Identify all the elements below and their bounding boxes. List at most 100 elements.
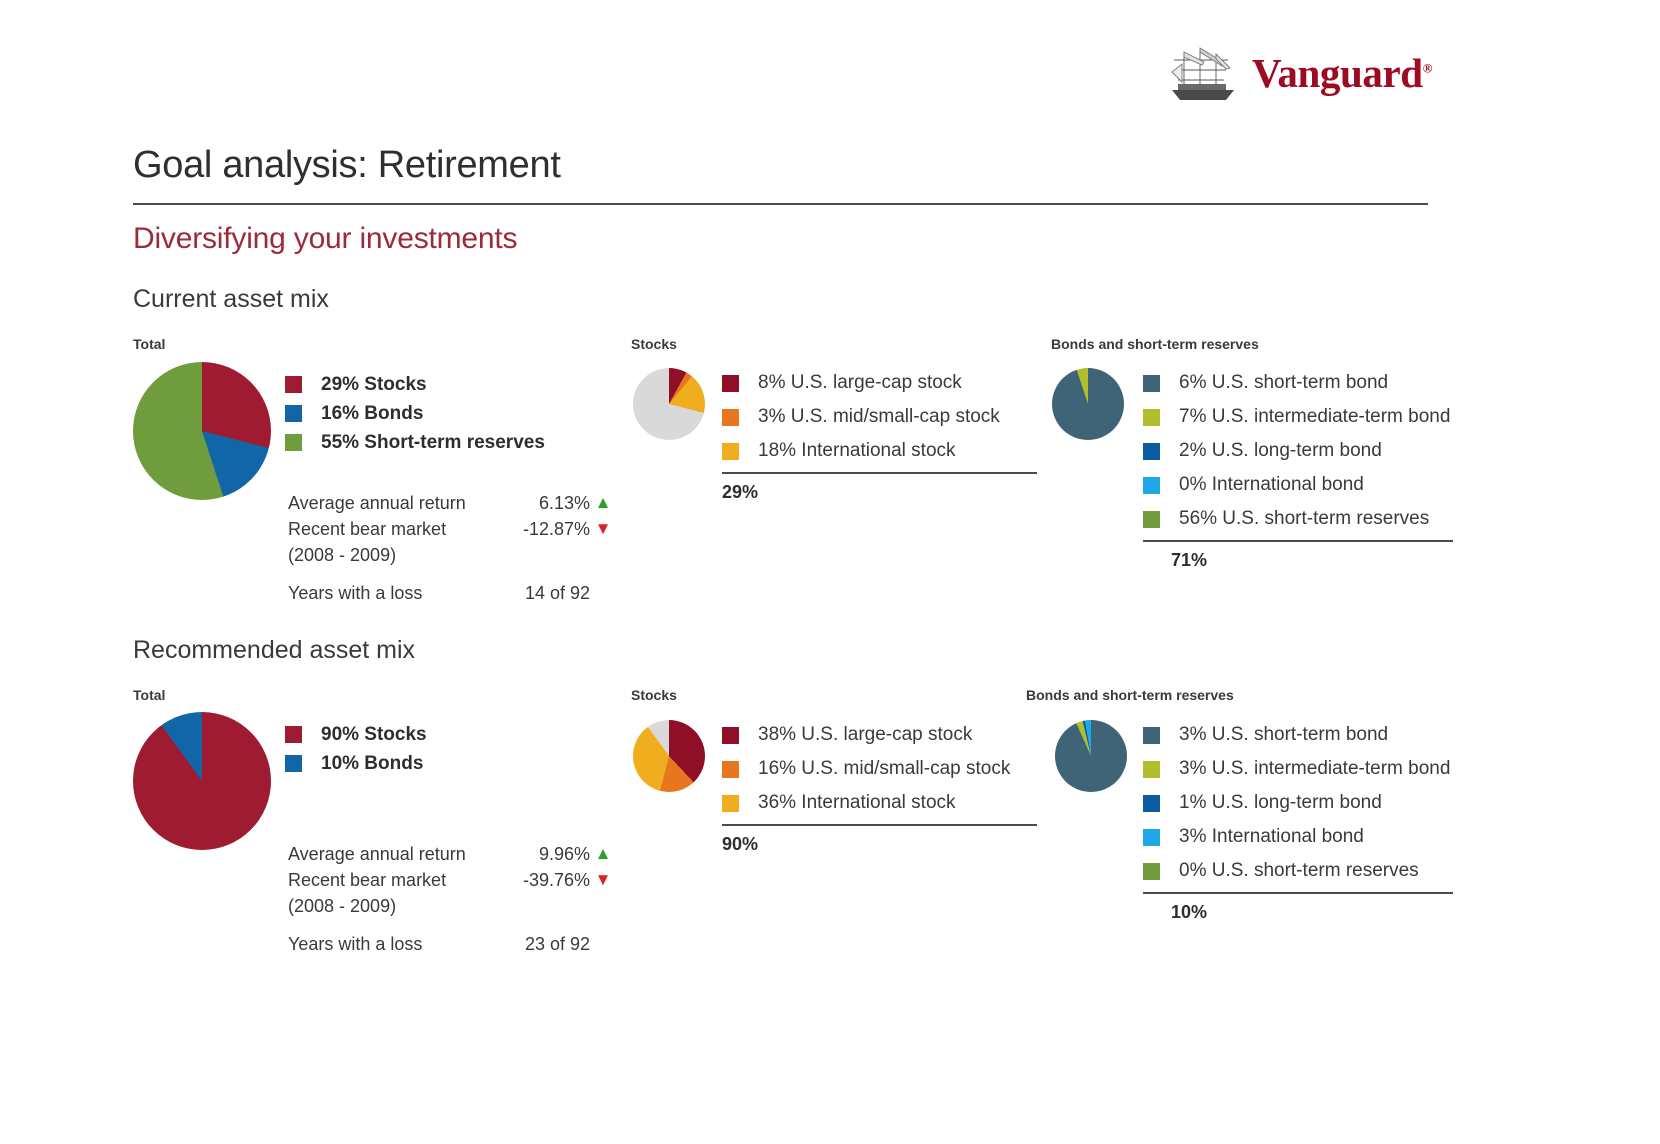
legend-item-label: 36% International stock <box>758 792 956 813</box>
current-bonds-label: Bonds and short-term reserves <box>1051 336 1259 352</box>
legend-item: 8% U.S. large-cap stock <box>722 366 1037 400</box>
recommended-bonds-pie-chart <box>1055 720 1127 792</box>
stat-row: Years with a loss 14 of 92 <box>288 580 616 606</box>
stat-period-label: (2008 - 2009) <box>288 545 397 565</box>
legend-item-label: 55% Short-term reserves <box>321 431 545 453</box>
legend-swatch-icon <box>1143 726 1160 744</box>
legend-swatch-icon <box>285 405 302 422</box>
stat-row: (2008 - 2009) <box>288 542 616 568</box>
recommended-stocks-label: Stocks <box>631 687 677 703</box>
current-asset-mix-heading: Current asset mix <box>133 285 329 313</box>
legend-item-label: 3% U.S. short-term bond <box>1179 724 1389 745</box>
legend-item: 18% International stock <box>722 434 1037 468</box>
legend-item-label: 38% U.S. large-cap stock <box>758 724 973 745</box>
current-stocks-total: 29% <box>722 482 759 502</box>
current-total-label: Total <box>133 336 166 352</box>
legend-swatch-icon <box>1143 828 1160 846</box>
current-bonds-pie-chart <box>1052 368 1124 440</box>
stat-value: -39.76% <box>522 870 590 890</box>
current-stocks-label: Stocks <box>631 336 677 352</box>
recommended-total-label: Total <box>133 687 166 703</box>
up-arrow-icon: ▲ <box>594 493 612 512</box>
legend-item: 3% U.S. short-term bond <box>1143 718 1453 752</box>
sailing-ship-icon <box>1164 42 1242 104</box>
down-arrow-icon: ▼ <box>594 519 612 538</box>
stat-row: Average annual return 9.96% ▲ <box>288 841 616 867</box>
legend-swatch-icon <box>722 442 739 460</box>
legend-item: 90% Stocks <box>285 720 427 749</box>
stat-value: -12.87% <box>522 519 590 539</box>
current-total-pie-chart <box>133 362 271 500</box>
stat-row: Recent bear market -12.87% ▼ <box>288 516 616 542</box>
legend-item-label: 18% International stock <box>758 440 956 461</box>
stat-row: Years with a loss 23 of 92 <box>288 931 616 957</box>
legend-swatch-icon <box>722 794 739 812</box>
legend-item: 6% U.S. short-term bond <box>1143 366 1453 400</box>
legend-swatch-icon <box>1143 794 1160 812</box>
legend-item-label: 0% U.S. short-term reserves <box>1179 860 1419 881</box>
stat-label: Recent bear market <box>288 870 447 890</box>
up-arrow-icon: ▲ <box>594 844 612 863</box>
title-divider <box>133 203 1428 205</box>
recommended-bonds-label: Bonds and short-term reserves <box>1026 687 1234 703</box>
down-arrow-icon: ▼ <box>594 870 612 889</box>
page-subtitle: Diversifying your investments <box>133 222 518 255</box>
stat-row: Average annual return 6.13% ▲ <box>288 490 616 516</box>
legend-item: 29% Stocks <box>285 370 545 399</box>
legend-item-label: 6% U.S. short-term bond <box>1179 372 1389 393</box>
vanguard-logo: Vanguard® <box>1164 42 1432 104</box>
recommended-total-stats: Average annual return 9.96% ▲ Recent bea… <box>288 841 616 957</box>
stat-label: Recent bear market <box>288 519 447 539</box>
current-total-legend: 29% Stocks 16% Bonds 55% Short-term rese… <box>285 370 545 457</box>
stat-row: (2008 - 2009) <box>288 893 616 919</box>
stat-value: 9.96% <box>538 844 590 864</box>
legend-item: 1% U.S. long-term bond <box>1143 786 1453 820</box>
stat-period-label: (2008 - 2009) <box>288 896 397 916</box>
legend-item: 16% Bonds <box>285 399 545 428</box>
legend-swatch-icon <box>1143 408 1160 426</box>
legend-item: 16% U.S. mid/small-cap stock <box>722 752 1037 786</box>
current-bonds-total: 71% <box>1171 550 1208 570</box>
stat-value: 14 of 92 <box>524 583 590 603</box>
legend-swatch-icon <box>285 726 302 743</box>
legend-item: 56% U.S. short-term reserves <box>1143 502 1453 536</box>
legend-swatch-icon <box>1143 476 1160 494</box>
stat-label: Average annual return <box>288 844 466 864</box>
stat-value: 6.13% <box>538 493 590 513</box>
legend-item-label: 3% U.S. intermediate-term bond <box>1179 758 1451 779</box>
legend-item-label: 3% International bond <box>1179 826 1364 847</box>
recommended-bonds-total: 10% <box>1171 902 1208 922</box>
legend-item-label: 10% Bonds <box>321 752 424 774</box>
legend-item: 36% International stock <box>722 786 1037 820</box>
recommended-stocks-total: 90% <box>722 834 759 854</box>
legend-swatch-icon <box>1143 510 1160 528</box>
legend-item: 3% U.S. intermediate-term bond <box>1143 752 1453 786</box>
legend-item-label: 16% Bonds <box>321 402 424 424</box>
legend-divider <box>722 824 1037 826</box>
current-stocks-pie-chart <box>633 368 705 440</box>
legend-swatch-icon <box>1143 862 1160 880</box>
legend-item-label: 7% U.S. intermediate-term bond <box>1179 406 1451 427</box>
legend-swatch-icon <box>722 760 739 778</box>
legend-item-label: 56% U.S. short-term reserves <box>1179 508 1430 529</box>
legend-swatch-icon <box>285 434 302 451</box>
legend-swatch-icon <box>285 755 302 772</box>
legend-item: 55% Short-term reserves <box>285 428 545 457</box>
legend-item: 0% U.S. short-term reserves <box>1143 854 1453 888</box>
legend-item-label: 2% U.S. long-term bond <box>1179 440 1382 461</box>
stat-label: Years with a loss <box>288 934 423 954</box>
recommended-stocks-pie-chart <box>633 720 705 792</box>
legend-swatch-icon <box>722 374 739 392</box>
legend-item: 10% Bonds <box>285 749 427 778</box>
legend-item: 38% U.S. large-cap stock <box>722 718 1037 752</box>
page-title: Goal analysis: Retirement <box>133 144 561 186</box>
registered-trademark-icon: ® <box>1422 59 1433 75</box>
recommended-total-legend: 90% Stocks 10% Bonds <box>285 720 427 778</box>
legend-item: 7% U.S. intermediate-term bond <box>1143 400 1453 434</box>
legend-item: 0% International bond <box>1143 468 1453 502</box>
vanguard-wordmark: Vanguard® <box>1251 49 1433 96</box>
legend-item: 2% U.S. long-term bond <box>1143 434 1453 468</box>
vanguard-wordmark-text: Vanguard <box>1251 49 1423 96</box>
current-bonds-legend: 6% U.S. short-term bond 7% U.S. intermed… <box>1143 366 1453 571</box>
